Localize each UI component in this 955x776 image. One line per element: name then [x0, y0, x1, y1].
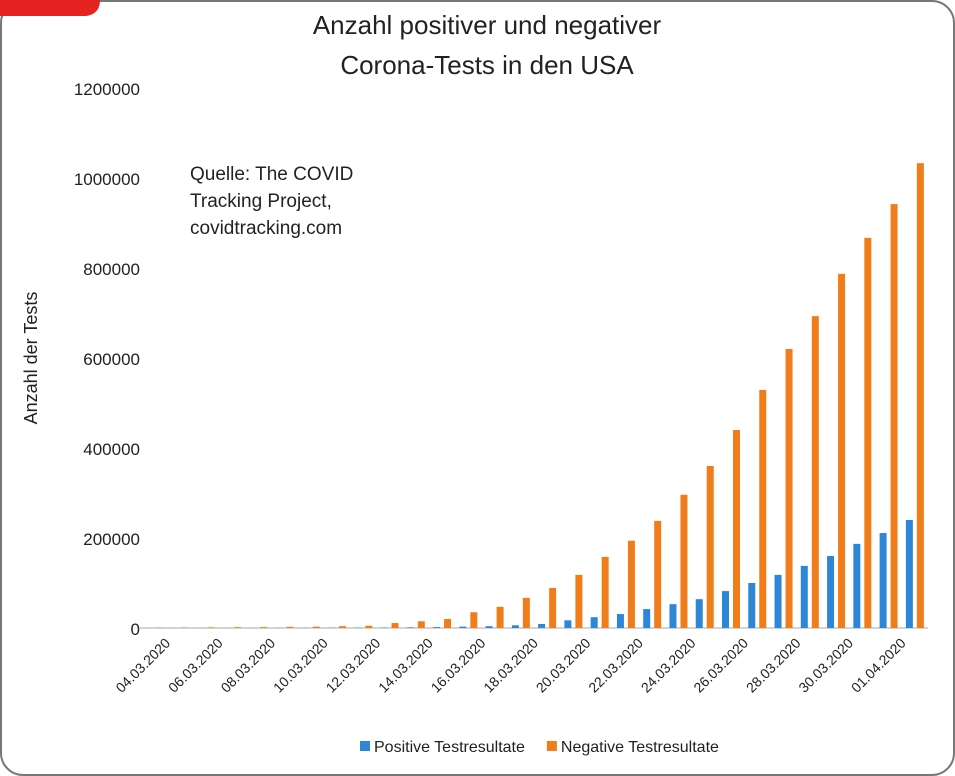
bar: [827, 556, 835, 628]
bar: [811, 316, 819, 628]
bar: [406, 627, 414, 628]
bar: [654, 520, 662, 628]
bar: [838, 273, 846, 628]
bar: [459, 626, 467, 628]
bar: [905, 520, 913, 628]
bar: [485, 626, 493, 628]
bar: [759, 389, 767, 628]
bar: [207, 627, 215, 628]
bar: [339, 626, 346, 628]
bar: [590, 617, 598, 628]
y-tick-label: 1200000: [74, 80, 140, 99]
bar: [417, 621, 425, 628]
chart-title: Corona-Tests in den USA: [340, 50, 634, 80]
bar: [643, 609, 651, 628]
y-tick-label: 200000: [83, 530, 140, 549]
y-tick-label: 0: [131, 620, 140, 639]
bar: [890, 204, 898, 628]
bar: [549, 587, 557, 628]
legend-label: Negative Testresultate: [561, 739, 719, 756]
chart-title: Anzahl positiver und negativer: [313, 10, 662, 40]
bar: [680, 494, 688, 628]
bar: [695, 599, 703, 628]
bar: [181, 627, 189, 628]
y-axis-label: Anzahl der Tests: [21, 292, 41, 425]
bar: [365, 625, 373, 628]
y-tick-label: 600000: [83, 350, 140, 369]
legend-label: Positive Testresultate: [374, 739, 525, 756]
corner-tab: [0, 0, 100, 16]
y-tick-label: 800000: [83, 260, 140, 279]
y-tick-label: 400000: [83, 440, 140, 459]
bar: [722, 591, 729, 628]
annotation: Quelle: The COVID: [190, 164, 353, 185]
bar: [627, 540, 635, 628]
bar: [391, 623, 399, 628]
bar: [853, 543, 861, 628]
y-tick-label: 1000000: [74, 170, 140, 189]
annotation: covidtracking.com: [190, 218, 342, 239]
annotation: Tracking Project,: [190, 191, 332, 212]
bar: [286, 626, 294, 628]
bar: [616, 614, 624, 628]
bar: [575, 574, 583, 628]
bar: [260, 627, 268, 628]
bar: [800, 565, 808, 628]
bar: [879, 533, 887, 628]
bar: [864, 237, 872, 628]
bar: [748, 583, 756, 628]
bar: [538, 623, 546, 628]
bar: [511, 625, 519, 628]
bar: [706, 466, 714, 628]
bar: [601, 556, 609, 628]
bar: [669, 604, 677, 628]
bar: [312, 626, 320, 628]
bar: [433, 627, 441, 628]
bar: [916, 163, 924, 628]
bar: [785, 349, 793, 628]
legend-swatch: [546, 741, 557, 751]
bar: [496, 606, 504, 628]
bar: [733, 430, 740, 628]
bar: [522, 597, 530, 628]
bar: [444, 619, 452, 628]
bar: [564, 620, 572, 628]
legend-swatch: [360, 741, 370, 751]
bar: [774, 574, 782, 628]
bar: [233, 627, 241, 628]
bar: [470, 612, 478, 628]
